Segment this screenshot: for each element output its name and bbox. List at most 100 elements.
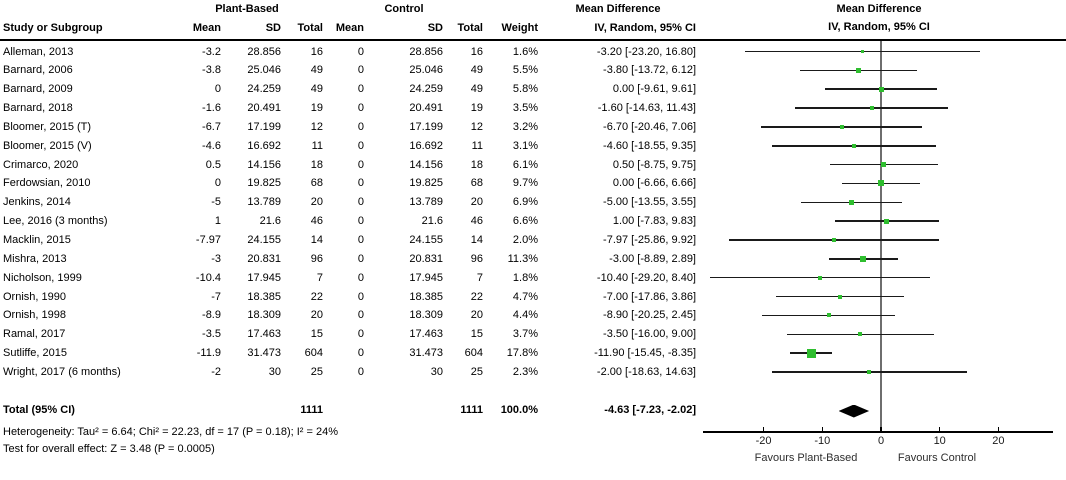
- mean-plant-cell: -2: [211, 365, 221, 378]
- study-label: Ramal, 2017: [3, 328, 66, 341]
- study-label: Barnard, 2018: [3, 102, 73, 115]
- zero-effect-line: [879, 41, 882, 432]
- header-total-plant: Total: [297, 22, 323, 34]
- mean-control-cell: 0: [357, 365, 364, 378]
- axis-tick: [762, 426, 765, 432]
- sd-control-cell: 13.789: [409, 196, 443, 209]
- total-plant-cell: 68: [310, 177, 323, 190]
- study-label: Alleman, 2013: [3, 45, 74, 58]
- study-row: Alleman, 2013 -3.2 28.856 16 0 28.856 16 1.6% -3…: [0, 45, 700, 59]
- sd-control-cell: 17.463: [409, 328, 443, 341]
- study-label: Bloomer, 2015 (T): [3, 120, 92, 133]
- mean-plant-cell: 0: [214, 83, 221, 96]
- mean-plant-cell: 0: [214, 177, 221, 190]
- sd-control-cell: 20.491: [409, 102, 443, 115]
- total-label: Total (95% CI): [3, 404, 75, 416]
- weight-cell: 5.5%: [512, 64, 538, 77]
- effect-marker: [856, 67, 862, 73]
- md-ci-cell: -10.40 [-29.20, 8.40]: [596, 271, 696, 284]
- group-header-plant-based: Plant-Based: [215, 3, 279, 15]
- effect-marker: [832, 238, 837, 242]
- total-plant-cell: 20: [310, 196, 323, 209]
- axis-tick: [938, 426, 941, 432]
- effect-marker: [860, 255, 867, 262]
- total-control-cell: 46: [470, 215, 483, 228]
- mean-control-cell: 0: [357, 252, 364, 265]
- mean-plant-cell: -4.6: [202, 139, 221, 152]
- mean-control-cell: 0: [357, 234, 364, 246]
- total-control-cell: 19: [470, 102, 483, 115]
- sd-plant-cell: 18.385: [247, 290, 281, 303]
- md-ci-cell: -6.70 [-20.46, 7.06]: [603, 120, 696, 133]
- sd-plant-cell: 17.945: [247, 271, 281, 284]
- mean-control-cell: 0: [357, 83, 364, 96]
- study-label: Nicholson, 1999: [3, 271, 82, 284]
- axis-tick-label: 10: [933, 435, 946, 447]
- total-plant-cell: 604: [304, 347, 323, 360]
- sd-plant-cell: 17.199: [247, 120, 281, 133]
- md-ci-cell: -7.00 [-17.86, 3.86]: [603, 290, 696, 303]
- mean-control-cell: 0: [357, 309, 364, 322]
- mean-control-cell: 0: [357, 196, 364, 209]
- weight-cell: 1.6%: [512, 45, 538, 58]
- weight-cell: 17.8%: [506, 347, 538, 360]
- sd-plant-cell: 31.473: [247, 347, 281, 360]
- total-control-cell: 18: [470, 158, 483, 171]
- mean-control-cell: 0: [357, 347, 364, 360]
- sd-control-cell: 19.825: [409, 177, 443, 190]
- study-label: Jenkins, 2014: [3, 196, 71, 209]
- effect-marker: [884, 218, 890, 224]
- pooled-effect-diamond: [838, 404, 870, 418]
- md-ci-cell: -3.50 [-16.00, 9.00]: [603, 328, 696, 341]
- favours-right-label: Favours Control: [897, 452, 977, 464]
- mean-control-cell: 0: [357, 271, 364, 284]
- mean-control-cell: 0: [357, 215, 364, 228]
- effect-marker: [858, 332, 863, 337]
- md-ci-cell: -8.90 [-20.25, 2.45]: [603, 309, 696, 322]
- mean-plant-cell: -11.9: [196, 347, 221, 360]
- weight-cell: 6.1%: [512, 158, 538, 171]
- md-ci-cell: -3.80 [-13.72, 6.12]: [603, 64, 696, 77]
- study-row: Nicholson, 1999 -10.4 17.945 7 0 17.945 7 1.8% -…: [0, 271, 700, 285]
- weight-cell: 3.1%: [512, 139, 538, 152]
- total-plant-cell: 20: [310, 309, 323, 322]
- mean-control-cell: 0: [357, 64, 364, 77]
- effect-marker: [878, 180, 884, 187]
- sd-control-cell: 16.692: [409, 139, 443, 152]
- md-ci-cell: 0.00 [-9.61, 9.61]: [612, 83, 696, 96]
- effect-marker: [867, 369, 872, 374]
- md-ci-cell: 1.00 [-7.83, 9.83]: [612, 215, 696, 228]
- sd-control-cell: 24.155: [409, 234, 443, 246]
- mean-plant-cell: -1.6: [202, 102, 221, 115]
- md-column-header-line1: Mean Difference: [575, 3, 661, 15]
- header-weight: Weight: [501, 22, 538, 34]
- sd-plant-cell: 17.463: [247, 328, 281, 341]
- axis-tick-label: 20: [992, 435, 1005, 447]
- md-ci-cell: -1.60 [-14.63, 11.43]: [597, 102, 696, 115]
- md-ci-cell: -3.20 [-23.20, 16.80]: [596, 45, 696, 58]
- mean-control-cell: 0: [357, 45, 364, 58]
- sd-control-cell: 28.856: [409, 45, 443, 58]
- favours-left-label: Favours Plant-Based: [754, 452, 858, 464]
- total-plant-cell: 19: [310, 102, 323, 115]
- mean-control-cell: 0: [357, 139, 364, 152]
- study-row: Ornish, 1990 -7 18.385 22 0 18.385 22 4.7% -7.00…: [0, 290, 700, 304]
- mean-plant-cell: -10.4: [195, 271, 221, 284]
- plot-header-line1: Mean Difference: [836, 3, 922, 15]
- study-row: Jenkins, 2014 -5 13.789 20 0 13.789 20 6.9% -5.0…: [0, 195, 700, 209]
- mean-plant-cell: -8.9: [202, 309, 221, 322]
- study-row: Lee, 2016 (3 months) 1 21.6 46 0 21.6 46 6.6% 1.…: [0, 214, 700, 228]
- total-n-plant: 1111: [300, 404, 323, 416]
- header-mean-plant: Mean: [192, 22, 221, 34]
- sd-plant-cell: 16.692: [247, 139, 281, 152]
- study-label: Wright, 2017 (6 months): [3, 365, 121, 378]
- md-ci-cell: -3.00 [-8.89, 2.89]: [609, 252, 696, 265]
- sd-control-cell: 17.199: [409, 120, 443, 133]
- total-plant-cell: 14: [310, 234, 323, 246]
- weight-cell: 4.4%: [512, 309, 538, 322]
- weight-cell: 2.3%: [512, 365, 538, 378]
- total-control-cell: 96: [470, 252, 483, 265]
- weight-cell: 3.7%: [512, 328, 538, 341]
- weight-cell: 6.6%: [512, 215, 538, 228]
